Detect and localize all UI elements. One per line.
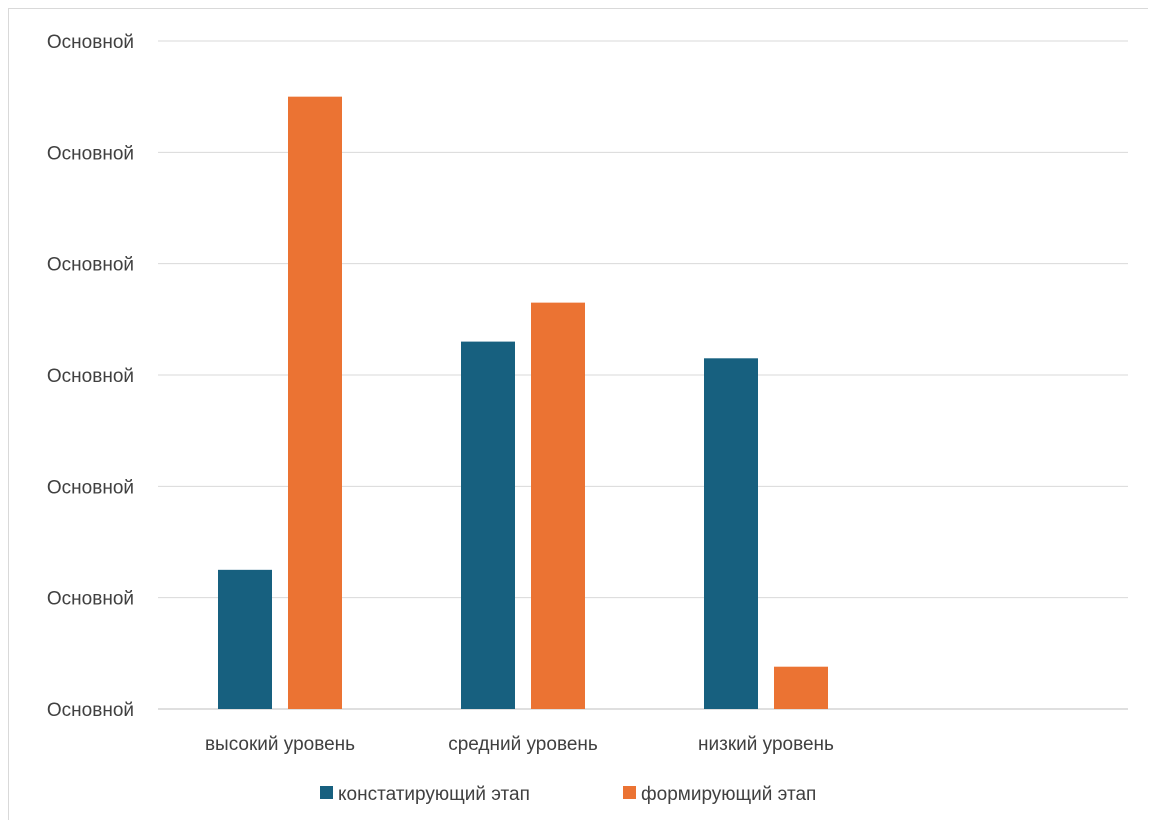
y-tick-label: Основной [47, 477, 134, 498]
bar-formiruyushchiy-2 [774, 666, 828, 709]
bars [218, 96, 828, 709]
legend-label: констатирующий этап [338, 784, 530, 805]
y-tick-label: Основной [47, 700, 134, 721]
y-tick-label: Основной [47, 32, 134, 53]
bar-konstatiruyushchiy-2 [704, 358, 758, 709]
y-tick-label: Основной [47, 143, 134, 164]
y-tick-label: Основной [47, 255, 134, 276]
y-tick-label: Основной [47, 589, 134, 610]
x-category-label: низкий уровень [698, 734, 834, 755]
y-tick-label: Основной [47, 366, 134, 387]
x-category-label: высокий уровень [205, 734, 355, 755]
legend-label: формирующий этап [641, 784, 816, 805]
legend-swatch [320, 786, 333, 799]
x-category-label: средний уровень [448, 734, 598, 755]
bar-konstatiruyushchiy-1 [461, 341, 515, 709]
bar-konstatiruyushchiy-0 [218, 569, 272, 709]
x-axis-category-labels: высокий уровень средний уровень низкий уро… [205, 734, 834, 755]
bar-formiruyushchiy-1 [531, 302, 585, 709]
legend: констатирующий этап формирующий этап [320, 784, 816, 805]
legend-swatch [623, 786, 636, 799]
bar-formiruyushchiy-0 [288, 96, 342, 709]
y-axis-tick-labels: Основной Основной Основной Основной Основной… [47, 32, 134, 721]
